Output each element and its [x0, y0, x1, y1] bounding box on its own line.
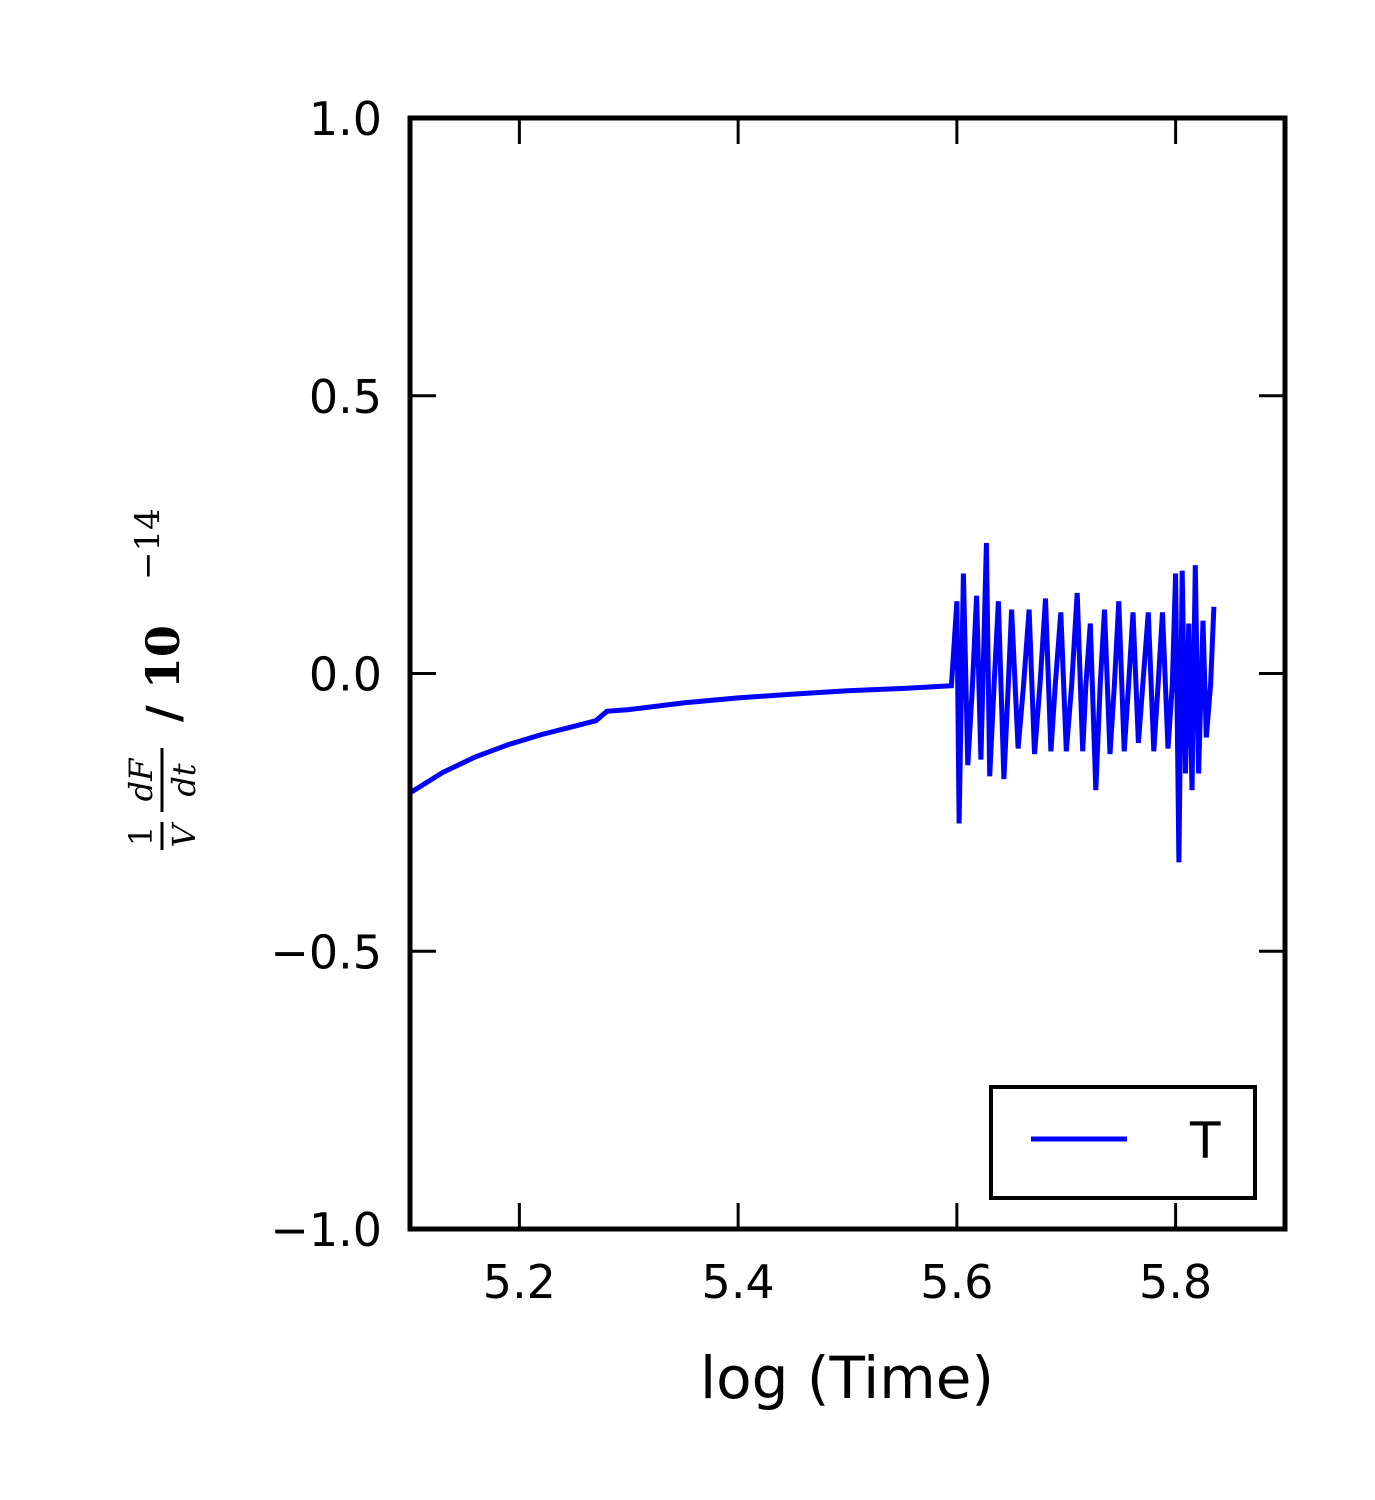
y-tick-label: −1.0: [270, 1203, 382, 1257]
legend: T: [989, 1085, 1257, 1200]
y-tick-label: 0.5: [309, 370, 382, 424]
legend-box: [989, 1085, 1257, 1200]
y-tick-label: 1.0: [309, 92, 382, 146]
y-axis-label: 1 V dF dt / 10 −14: [122, 508, 203, 850]
ticks-layer: 5.2 5.4 5.6 5.8 −1.0 −0.5 0.0 0.5 1.0: [270, 92, 1285, 1309]
series-line-T: [410, 542, 1217, 863]
x-tick-label: 5.4: [702, 1255, 775, 1309]
legend-label: T: [1189, 1112, 1221, 1170]
x-tick-label: 5.2: [483, 1255, 556, 1309]
y-tick-label: −0.5: [270, 925, 382, 979]
y-label-frac-den: V: [165, 822, 203, 848]
y-tick-label: 0.0: [309, 648, 382, 702]
y-label-deriv-den: dt: [165, 763, 203, 796]
y-label-scale: / 10: [136, 625, 190, 722]
y-label-frac-num: 1: [122, 826, 160, 846]
y-label-deriv-num: dF: [122, 757, 160, 801]
x-axis-label: log (Time): [700, 1344, 994, 1412]
plot-frame: [407, 115, 1288, 1232]
x-tick-label: 5.6: [920, 1255, 993, 1309]
y-label-exponent: −14: [128, 508, 168, 580]
plot-layer: [410, 542, 1217, 863]
x-tick-label: 5.8: [1139, 1255, 1212, 1309]
